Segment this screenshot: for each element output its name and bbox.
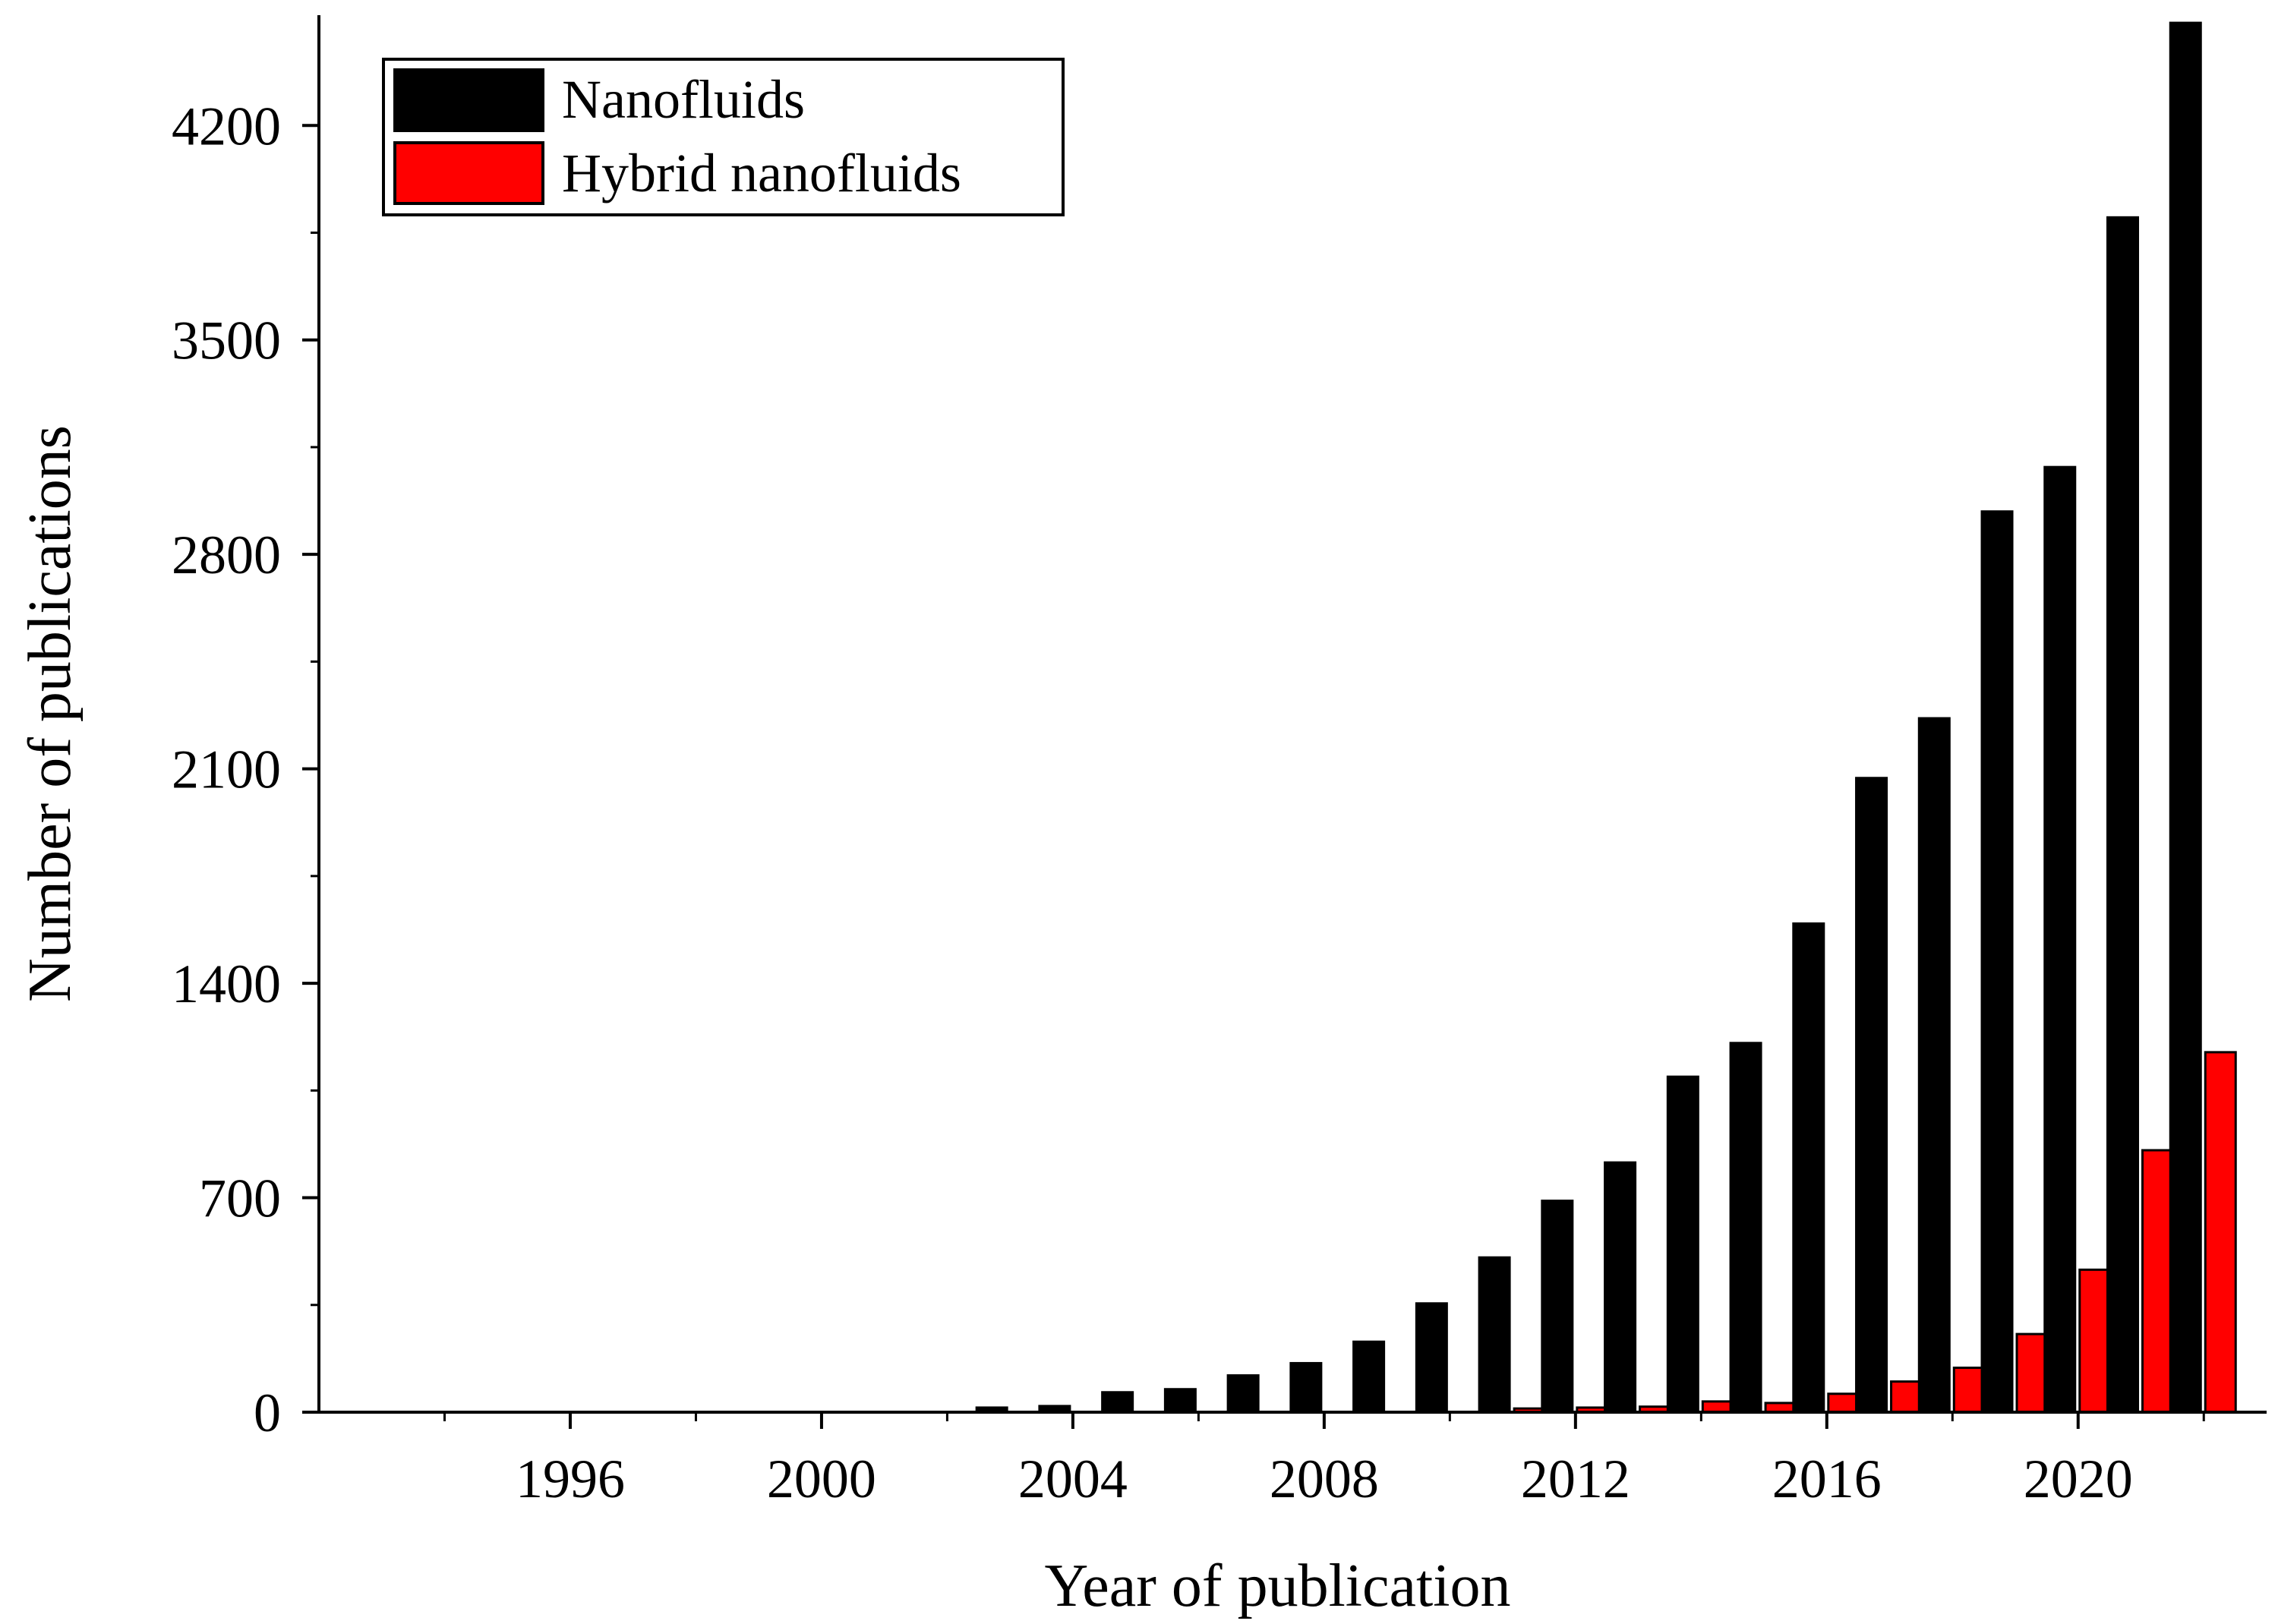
bar-nanofluids-2017 — [1855, 777, 1888, 1414]
bar-nanofluids-2005 — [1101, 1391, 1134, 1414]
y-tick-label: 4200 — [172, 96, 281, 156]
bar-hybrid-nanofluids-2016 — [1827, 1392, 1860, 1414]
bar-nanofluids-2008 — [1289, 1361, 1323, 1414]
bar-nanofluids-2014 — [1666, 1075, 1699, 1414]
legend-swatch-hybrid-nanofluids — [393, 141, 544, 205]
x-tick-label: 2000 — [767, 1449, 876, 1509]
bar-nanofluids-2021 — [2106, 216, 2140, 1414]
legend-swatch-nanofluids — [393, 68, 544, 132]
y-tick-label: 2800 — [172, 525, 281, 585]
x-tick-label: 2012 — [1521, 1449, 1630, 1509]
bar-nanofluids-2020 — [2043, 465, 2077, 1414]
x-ticks: 1996 2000 2004 2008 2012 2016 2020 — [443, 1412, 2205, 1509]
bar-nanofluids-2010 — [1415, 1302, 1448, 1414]
bar-nanofluids-2019 — [1980, 510, 2014, 1414]
y-ticks: 0 700 1400 2100 2800 3500 4200 — [172, 96, 319, 1443]
axes-layer — [317, 15, 2267, 1414]
bar-hybrid-nanofluids-2018 — [1952, 1366, 1986, 1414]
bars-layer — [975, 21, 2237, 1414]
y-tick-label: 2100 — [172, 739, 281, 800]
bar-nanofluids-2022 — [2169, 21, 2202, 1414]
y-axis-title: Number of publications — [17, 425, 84, 1002]
bar-nanofluids-2013 — [1604, 1161, 1637, 1414]
bar-nanofluids-2012 — [1541, 1200, 1574, 1414]
bar-hybrid-nanofluids-2022 — [2204, 1051, 2237, 1414]
bar-hybrid-nanofluids-2019 — [2015, 1332, 2049, 1414]
x-tick-label: 2016 — [1772, 1449, 1882, 1509]
bar-nanofluids-2009 — [1352, 1340, 1386, 1414]
y-tick-label: 0 — [254, 1383, 281, 1443]
x-tick-label: 2004 — [1018, 1449, 1128, 1509]
bar-nanofluids-2006 — [1163, 1388, 1197, 1414]
bar-nanofluids-2007 — [1226, 1374, 1260, 1414]
y-tick-label: 3500 — [172, 311, 281, 371]
bar-nanofluids-2018 — [1917, 717, 1951, 1414]
bar-hybrid-nanofluids-2014 — [1701, 1400, 1734, 1414]
legend-label-hybrid-nanofluids: Hybrid nanofluids — [562, 143, 961, 203]
y-tick-label: 700 — [199, 1168, 281, 1229]
bar-nanofluids-2015 — [1729, 1042, 1762, 1414]
x-axis-title: Year of publication — [1045, 1553, 1511, 1619]
bar-nanofluids-2011 — [1478, 1256, 1511, 1414]
x-tick-label: 1996 — [516, 1449, 625, 1509]
y-tick-label: 1400 — [172, 954, 281, 1014]
x-tick-label: 2008 — [1270, 1449, 1379, 1509]
x-tick-label: 2020 — [2024, 1449, 2133, 1509]
legend-label-nanofluids: Nanofluids — [562, 69, 805, 130]
legend: Nanofluids Hybrid nanofluids — [382, 58, 1065, 216]
bar-hybrid-nanofluids-2021 — [2141, 1149, 2175, 1414]
bar-hybrid-nanofluids-2020 — [2078, 1268, 2112, 1414]
bar-hybrid-nanofluids-2017 — [1890, 1380, 1923, 1414]
bar-nanofluids-2016 — [1792, 922, 1825, 1414]
